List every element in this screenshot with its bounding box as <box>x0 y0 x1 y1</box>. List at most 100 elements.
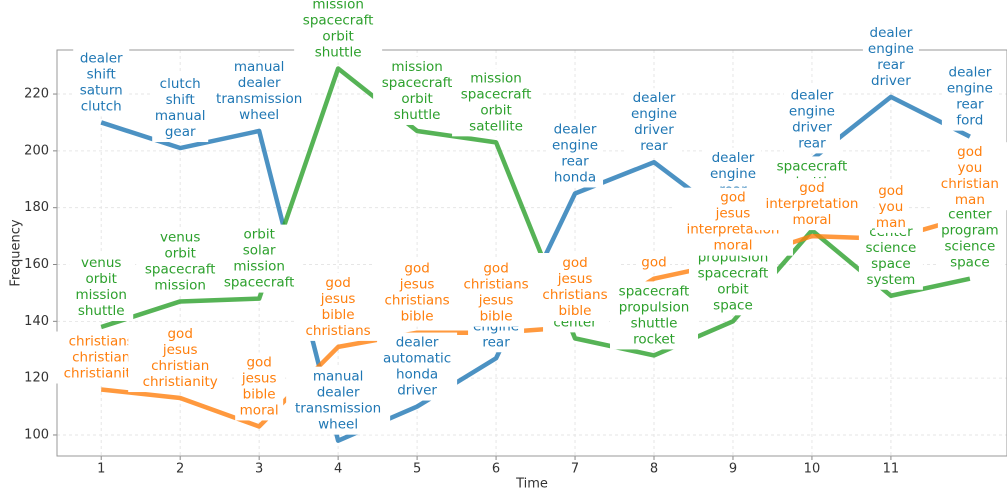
point-label-text: orbit solar mission spacecraft <box>224 227 295 291</box>
point-label: manual dealer transmission wheel <box>207 56 312 125</box>
point-label-text: god jesus bible moral <box>240 354 279 418</box>
point-label-text: god jesus bible christians <box>306 275 371 339</box>
y-tick-label: 180 <box>24 200 49 215</box>
x-axis-label: Time <box>515 477 548 492</box>
label-box <box>69 253 134 322</box>
label-box <box>152 74 209 143</box>
point-label: propulsion spacecraft orbit space <box>688 247 777 316</box>
point-label: venus orbit mission shuttle <box>69 253 134 322</box>
point-label-text: god you man <box>876 183 906 231</box>
x-tick-label: 10 <box>804 462 821 477</box>
label-box <box>235 352 284 421</box>
label-box <box>626 88 683 157</box>
x-tick-label: 1 <box>97 462 105 477</box>
point-label: clutch shift manual gear <box>152 74 209 143</box>
point-label-text: god you christian man <box>941 144 999 208</box>
label-box <box>294 272 383 341</box>
point-label: god you man <box>874 180 907 233</box>
label-box <box>373 258 462 327</box>
point-label: dealer shift saturn clutch <box>73 48 130 117</box>
point-label-text: spacecraft propulsion shuttle rocket <box>619 283 690 347</box>
point-label-text: mission spacecraft orbit satellite <box>461 70 532 134</box>
label-box <box>874 180 907 233</box>
x-tick-label: 11 <box>883 462 900 477</box>
y-tick-label: 140 <box>24 314 49 329</box>
point-label: god you christian man <box>929 142 1007 211</box>
label-box <box>452 258 541 327</box>
label-box <box>638 252 671 273</box>
point-label: dealer engine rear honda <box>547 119 604 188</box>
plot-frame <box>56 49 1007 457</box>
point-label-text: centersciencespacesystem <box>866 224 917 288</box>
point-label-text: manual dealer transmission wheel <box>295 369 381 433</box>
point-label: dealer engine rear ford <box>941 62 998 131</box>
point-label: mission spacecraft orbit shuttle <box>373 56 462 125</box>
point-label-text: center program science space <box>941 207 999 271</box>
label-box <box>688 247 777 316</box>
label-box <box>941 62 998 131</box>
point-label: god jesus bible christians <box>294 272 383 341</box>
point-label-text: mission spacecraft orbit shuttle <box>382 59 453 123</box>
point-label-text: god <box>641 255 666 271</box>
y-tick-label: 100 <box>24 427 49 442</box>
label-box <box>783 85 840 154</box>
y-tick-label: 120 <box>24 371 49 386</box>
point-label: mission spacecraft orbit shuttle <box>294 0 383 63</box>
point-label-text: god jesus christian christianity <box>143 326 218 390</box>
label-box <box>286 366 391 435</box>
label-box <box>207 56 312 125</box>
series-line <box>100 214 971 429</box>
x-tick-label: 6 <box>492 462 500 477</box>
point-label: manual dealer transmission wheel <box>286 366 391 435</box>
point-label: venus orbit spacecraft mission <box>136 227 225 296</box>
point-label-text: dealer engine driver rear <box>631 90 677 154</box>
point-label-text: dealer automatic honda driver <box>383 335 451 399</box>
x-tick-label: 8 <box>650 462 658 477</box>
point-label-text: god jesus christians bible <box>542 255 607 319</box>
label-box <box>751 178 872 231</box>
y-tick-label: 220 <box>24 87 49 102</box>
point-label: dealer engine driver rear <box>626 88 683 157</box>
point-label: center program science space <box>937 204 1002 273</box>
point-label: orbit solar mission spacecraft <box>215 224 304 293</box>
point-label-text: clutch shift manual gear <box>155 76 206 140</box>
point-label-text: venus orbit mission shuttle <box>75 255 127 319</box>
point-label: spacecraft propulsion shuttle rocket <box>610 281 699 350</box>
label-box <box>531 253 620 322</box>
label-box <box>862 22 919 91</box>
x-tick-label: 4 <box>334 462 342 477</box>
y-tick-label: 200 <box>24 143 49 158</box>
point-label: dealer automatic honda driver <box>377 332 458 401</box>
point-label-text: mission spacecraft orbit shuttle <box>303 0 374 60</box>
point-label: mission spacecraft orbit satellite <box>452 68 541 137</box>
label-box <box>136 227 225 296</box>
point-label-text: god jesus christians bible <box>384 261 449 325</box>
label-box <box>547 119 604 188</box>
point-label-text: god interpretation moral <box>765 180 858 228</box>
point-label: god christians jesus bible <box>452 258 541 327</box>
point-label: god jesus bible moral <box>235 352 284 421</box>
label-box <box>73 48 130 117</box>
label-box <box>452 68 541 137</box>
y-tick-label: 160 <box>24 257 49 272</box>
label-box <box>294 0 383 63</box>
label-box <box>128 324 233 393</box>
point-label: god jesus christians bible <box>531 253 620 322</box>
label-box <box>858 221 923 290</box>
point-label-text: christians christian christianity <box>64 334 139 382</box>
point-label-text: venus orbit spacecraft mission <box>145 229 216 293</box>
label-box <box>929 142 1007 211</box>
x-tick-label: 2 <box>176 462 184 477</box>
point-label-text: manual dealer transmission wheel <box>216 59 302 123</box>
point-label: dealer engine driver rear <box>783 85 840 154</box>
x-tick-label: 5 <box>413 462 421 477</box>
y-axis-label: Frequency <box>9 219 24 286</box>
point-label: god jesus christians bible <box>373 258 462 327</box>
x-tick-label: 3 <box>255 462 263 477</box>
point-label-text: dealer engine rear honda <box>552 121 598 185</box>
point-label-text: dealer engine rear ford <box>947 65 993 129</box>
label-box <box>215 224 304 293</box>
